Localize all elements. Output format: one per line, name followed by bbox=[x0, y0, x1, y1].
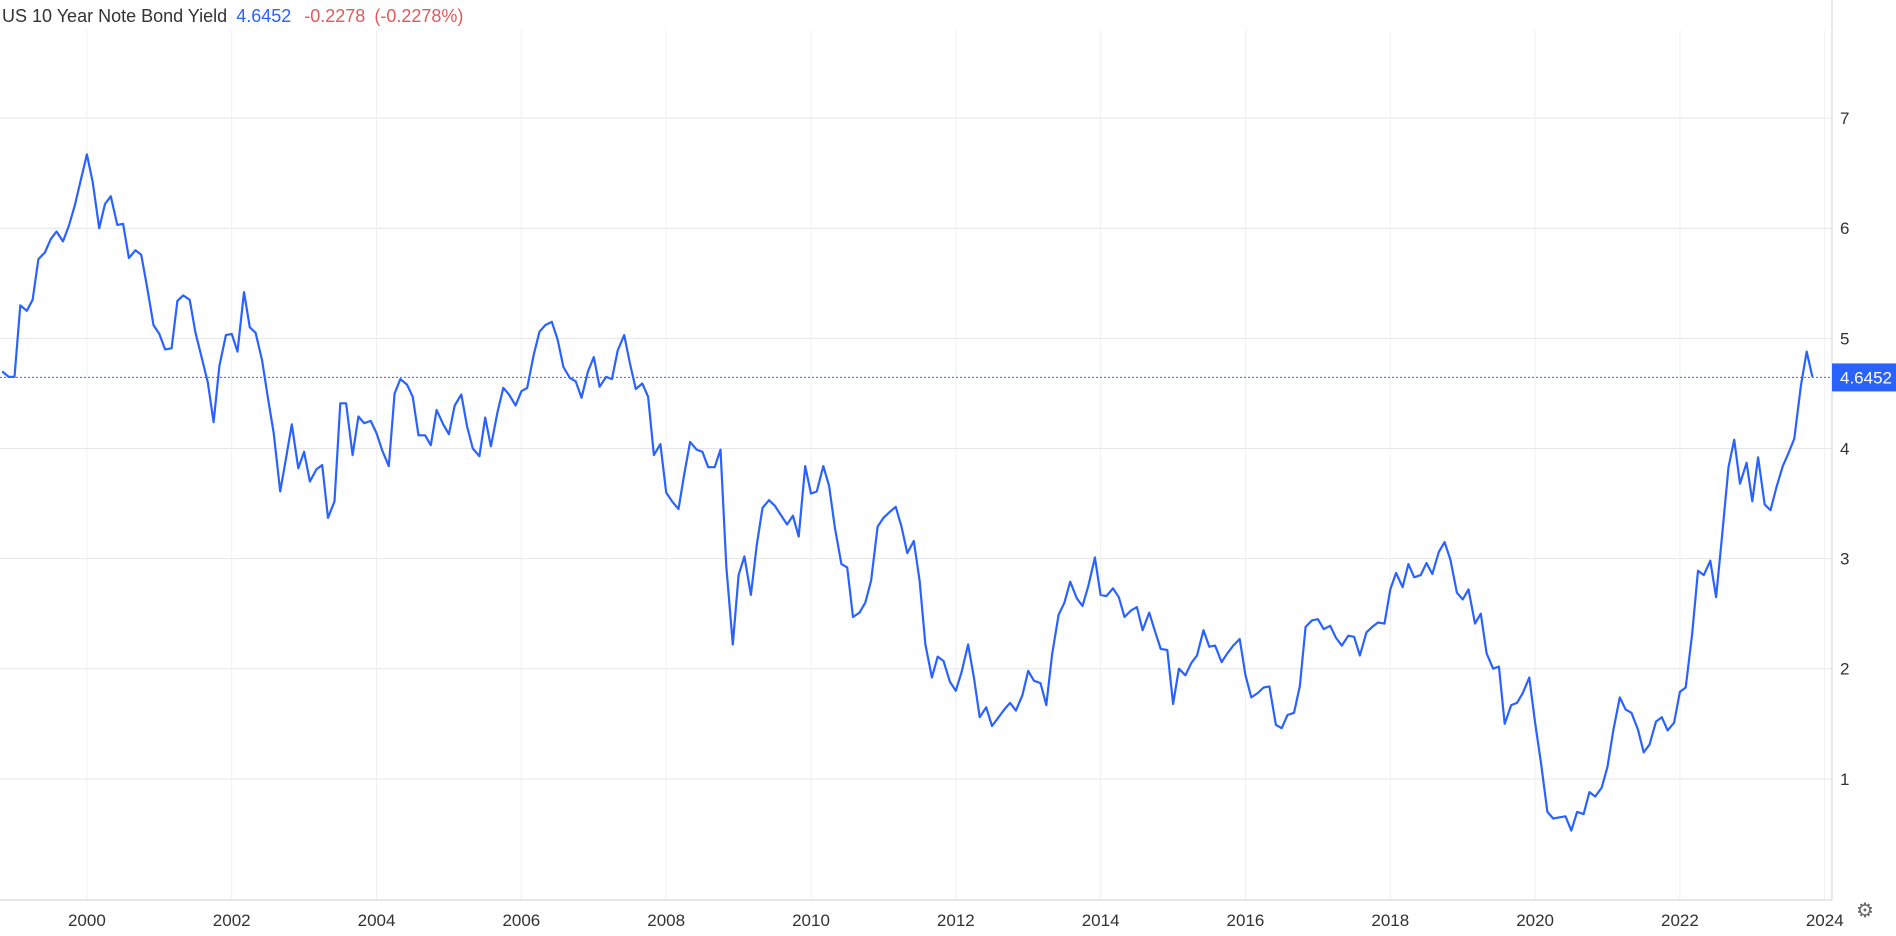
y-tick-label: 4 bbox=[1840, 439, 1849, 458]
x-tick-label: 2014 bbox=[1082, 911, 1120, 930]
grid bbox=[0, 30, 1832, 900]
change-value: -0.2278 bbox=[304, 6, 366, 26]
x-tick-label: 2016 bbox=[1227, 911, 1265, 930]
x-tick-label: 2000 bbox=[68, 911, 106, 930]
current-value-label: 4.6452 bbox=[1840, 368, 1892, 387]
y-tick-label: 3 bbox=[1840, 550, 1849, 569]
y-tick-label: 5 bbox=[1840, 329, 1849, 348]
x-tick-label: 2022 bbox=[1661, 911, 1699, 930]
y-tick-label: 6 bbox=[1840, 219, 1849, 238]
y-tick-label: 2 bbox=[1840, 660, 1849, 679]
axes: 1 2 3 4 5 6 7 2000 2002 2004 2006 2008 2010 2012 2014 2… bbox=[0, 0, 1849, 930]
x-tick-label: 2018 bbox=[1371, 911, 1409, 930]
series-layer bbox=[1, 153, 1814, 832]
current-value-badge bbox=[1832, 363, 1896, 392]
change-percent: (-0.2278%) bbox=[374, 6, 464, 26]
x-tick-label: 2012 bbox=[937, 911, 975, 930]
y-tick-label: 1 bbox=[1840, 770, 1849, 789]
last-value: 4.6452 bbox=[236, 6, 292, 26]
chart-title: US 10 Year Note Bond Yield bbox=[2, 6, 228, 26]
series-line bbox=[1, 153, 1814, 832]
y-tick-label: 7 bbox=[1840, 109, 1849, 128]
x-tick-label: 2004 bbox=[358, 911, 396, 930]
x-tick-label: 2002 bbox=[213, 911, 251, 930]
x-tick-label: 2006 bbox=[502, 911, 540, 930]
chart-header: US 10 Year Note Bond Yield 4.6452 -0.227… bbox=[2, 6, 463, 27]
x-tick-label: 2020 bbox=[1516, 911, 1554, 930]
x-tick-label: 2008 bbox=[647, 911, 685, 930]
x-tick-label: 2010 bbox=[792, 911, 830, 930]
gear-icon[interactable]: ⚙ bbox=[1856, 900, 1874, 922]
x-tick-label: 2024 bbox=[1806, 911, 1844, 930]
current-value-layer: 4.6452 bbox=[0, 363, 1896, 392]
